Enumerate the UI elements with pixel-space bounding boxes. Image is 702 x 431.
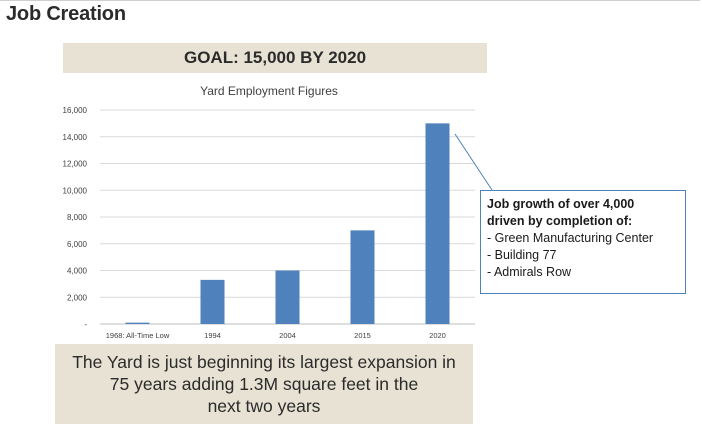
bar [200,279,225,324]
callout-heading-line-2: driven by completion of: [487,214,633,228]
goal-banner: GOAL: 15,000 BY 2020 [63,43,487,73]
bars [125,123,450,324]
page-title: Job Creation [6,3,126,25]
bottom-banner: The Yard is just beginning its largest e… [55,344,473,424]
x-tick-label: 2015 [354,331,371,340]
x-tick-label: 2020 [429,331,446,340]
bar [275,270,300,324]
x-tick-label: 1968: All-Time Low [106,331,170,340]
callout-leader-line [454,133,493,191]
callout-item: - Building 77 [487,248,557,262]
bottom-text-line: next two years [207,396,321,416]
bar [125,322,150,324]
callout-heading-line-1: Job growth of over 4,000 [487,197,635,211]
bottom-text-line: The Yard is just beginning its largest e… [72,352,456,372]
y-tick-label: 12,000 [63,160,88,169]
chart-title: Yard Employment Figures [200,84,338,98]
x-tick-label: 1994 [204,331,221,340]
title-rule [0,0,700,1]
x-tick-label: 2004 [279,331,296,340]
y-tick-label: 10,000 [63,186,88,195]
bottom-text-line: 75 years adding 1.3M square feet in the [109,374,419,394]
y-tick-label: 16,000 [63,106,88,115]
y-tick-label: 4,000 [67,267,88,276]
x-tick-labels: 1968: All-Time Low 1994 2004 2015 2020 [106,331,446,340]
y-tick-label: 8,000 [67,213,88,222]
y-tick-labels: - 2,000 4,000 6,000 8,000 10,000 12,000 14,000 1… [63,106,88,329]
y-tick-label: 14,000 [63,133,88,142]
y-tick-label: 2,000 [67,293,88,302]
y-tick-label: 6,000 [67,240,88,249]
callout-item: - Green Manufacturing Center [487,231,654,245]
bar [350,230,375,324]
callout-item: - Admirals Row [487,265,572,279]
y-tick-label: - [84,320,87,329]
callout-box: Job growth of over 4,000 driven by compl… [480,190,686,294]
bar [425,123,450,324]
